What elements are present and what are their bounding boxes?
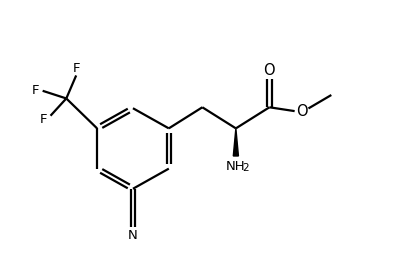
Text: 2: 2	[242, 163, 249, 173]
Text: F: F	[40, 113, 47, 126]
Text: F: F	[72, 62, 80, 75]
Text: N: N	[128, 229, 138, 242]
Text: NH: NH	[226, 160, 246, 173]
Polygon shape	[233, 129, 238, 156]
Text: O: O	[296, 104, 308, 119]
Text: O: O	[264, 62, 275, 78]
Text: F: F	[32, 84, 39, 97]
